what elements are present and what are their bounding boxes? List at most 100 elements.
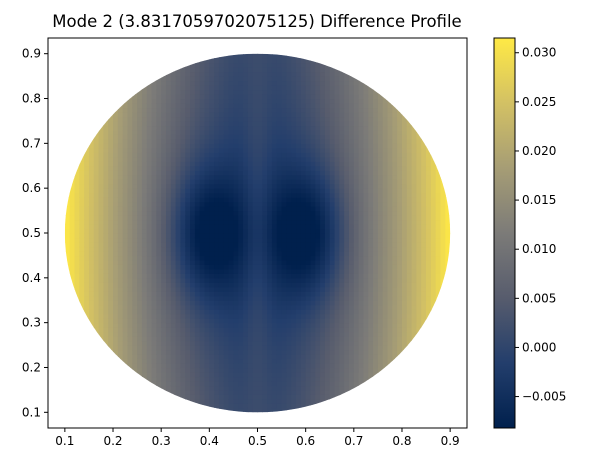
heatmap-cell xyxy=(93,215,100,221)
heatmap-cell xyxy=(214,201,220,207)
heatmap-cell xyxy=(310,309,316,315)
heatmap-cell xyxy=(344,237,350,243)
heatmap-cell xyxy=(243,58,249,64)
heatmap-cell xyxy=(373,120,379,127)
heatmap-cell xyxy=(218,340,225,346)
heatmap-cell xyxy=(305,94,312,100)
heatmap-cell xyxy=(218,192,225,198)
heatmap-cell xyxy=(218,188,225,194)
heatmap-cell xyxy=(276,76,283,82)
heatmap-cell xyxy=(300,210,307,216)
heatmap-cell xyxy=(257,389,263,395)
heatmap-cell xyxy=(233,363,239,369)
heatmap-cell xyxy=(175,76,182,82)
heatmap-cell xyxy=(387,336,393,342)
heatmap-cell xyxy=(180,219,186,225)
heatmap-cell xyxy=(377,349,384,355)
heatmap-cell xyxy=(257,250,263,257)
heatmap-cell xyxy=(170,309,177,315)
heatmap-cell xyxy=(373,201,379,207)
heatmap-cell xyxy=(127,259,133,265)
heatmap-cell xyxy=(233,215,239,221)
heatmap-cell xyxy=(262,264,268,270)
heatmap-cell xyxy=(108,300,114,306)
heatmap-cell xyxy=(339,380,345,387)
heatmap-cell xyxy=(377,215,384,221)
heatmap-cell xyxy=(117,327,124,333)
heatmap-cell xyxy=(262,237,268,243)
heatmap-cell xyxy=(132,188,138,194)
heatmap-cell xyxy=(209,345,215,351)
heatmap-cell xyxy=(141,313,148,319)
heatmap-cell xyxy=(411,152,418,158)
heatmap-cell xyxy=(344,76,350,82)
heatmap-cell xyxy=(267,188,273,194)
heatmap-cell xyxy=(315,67,321,73)
heatmap-cell xyxy=(228,62,235,68)
heatmap-cell xyxy=(257,116,263,122)
heatmap-cell xyxy=(170,259,177,265)
heatmap-cell xyxy=(247,349,254,355)
heatmap-cell xyxy=(228,340,235,346)
heatmap-cell xyxy=(358,295,365,301)
heatmap-cell xyxy=(252,116,259,122)
heatmap-cell xyxy=(88,134,95,140)
heatmap-cell xyxy=(156,331,162,337)
heatmap-cell xyxy=(88,295,95,301)
heatmap-cell xyxy=(310,161,316,167)
heatmap-cell xyxy=(406,277,413,283)
heatmap-cell xyxy=(353,165,360,171)
heatmap-cell xyxy=(190,89,196,95)
heatmap-cell xyxy=(320,295,326,301)
heatmap-cell xyxy=(141,304,148,310)
heatmap-cell xyxy=(315,111,321,118)
heatmap-cell xyxy=(291,367,297,373)
heatmap-cell xyxy=(243,313,249,319)
heatmap-cell xyxy=(329,376,336,382)
heatmap-cell xyxy=(137,125,143,131)
heatmap-cell xyxy=(108,116,114,122)
heatmap-cell xyxy=(199,116,206,122)
heatmap-cell xyxy=(416,331,422,337)
heatmap-cell xyxy=(281,277,287,283)
heatmap-cell xyxy=(204,264,210,270)
heatmap-cell xyxy=(300,340,307,346)
heatmap-cell xyxy=(392,192,398,198)
heatmap-cell xyxy=(69,268,76,274)
heatmap-cell xyxy=(252,295,259,301)
heatmap-cell xyxy=(363,237,369,243)
heatmap-cell xyxy=(93,170,100,176)
heatmap-cell xyxy=(103,138,109,144)
heatmap-cell xyxy=(113,273,119,279)
heatmap-cell xyxy=(199,376,206,382)
heatmap-cell xyxy=(175,161,182,167)
heatmap-cell xyxy=(204,291,210,297)
heatmap-cell xyxy=(156,354,162,360)
heatmap-cell xyxy=(257,327,263,333)
heatmap-cell xyxy=(233,237,239,243)
heatmap-cell xyxy=(339,156,345,162)
heatmap-cell xyxy=(286,152,292,158)
heatmap-cell xyxy=(296,85,302,91)
heatmap-cell xyxy=(141,165,148,171)
heatmap-cell xyxy=(296,322,302,328)
heatmap-cell xyxy=(373,336,379,342)
heatmap-cell xyxy=(199,165,206,171)
heatmap-cell xyxy=(199,345,206,351)
heatmap-cell xyxy=(320,228,326,234)
heatmap-cell xyxy=(113,277,119,283)
heatmap-cell xyxy=(310,219,316,225)
heatmap-cell xyxy=(247,286,254,292)
heatmap-cell xyxy=(339,241,345,248)
heatmap-cell xyxy=(291,107,297,113)
heatmap-cell xyxy=(406,192,413,198)
heatmap-cell xyxy=(103,282,109,288)
heatmap-cell xyxy=(286,170,292,176)
heatmap-cell xyxy=(286,394,292,400)
heatmap-cell xyxy=(291,224,297,230)
heatmap-cell xyxy=(170,331,177,337)
heatmap-cell xyxy=(344,385,350,391)
heatmap-cell xyxy=(387,98,393,104)
heatmap-cell xyxy=(349,340,355,346)
heatmap-cell xyxy=(353,300,360,306)
